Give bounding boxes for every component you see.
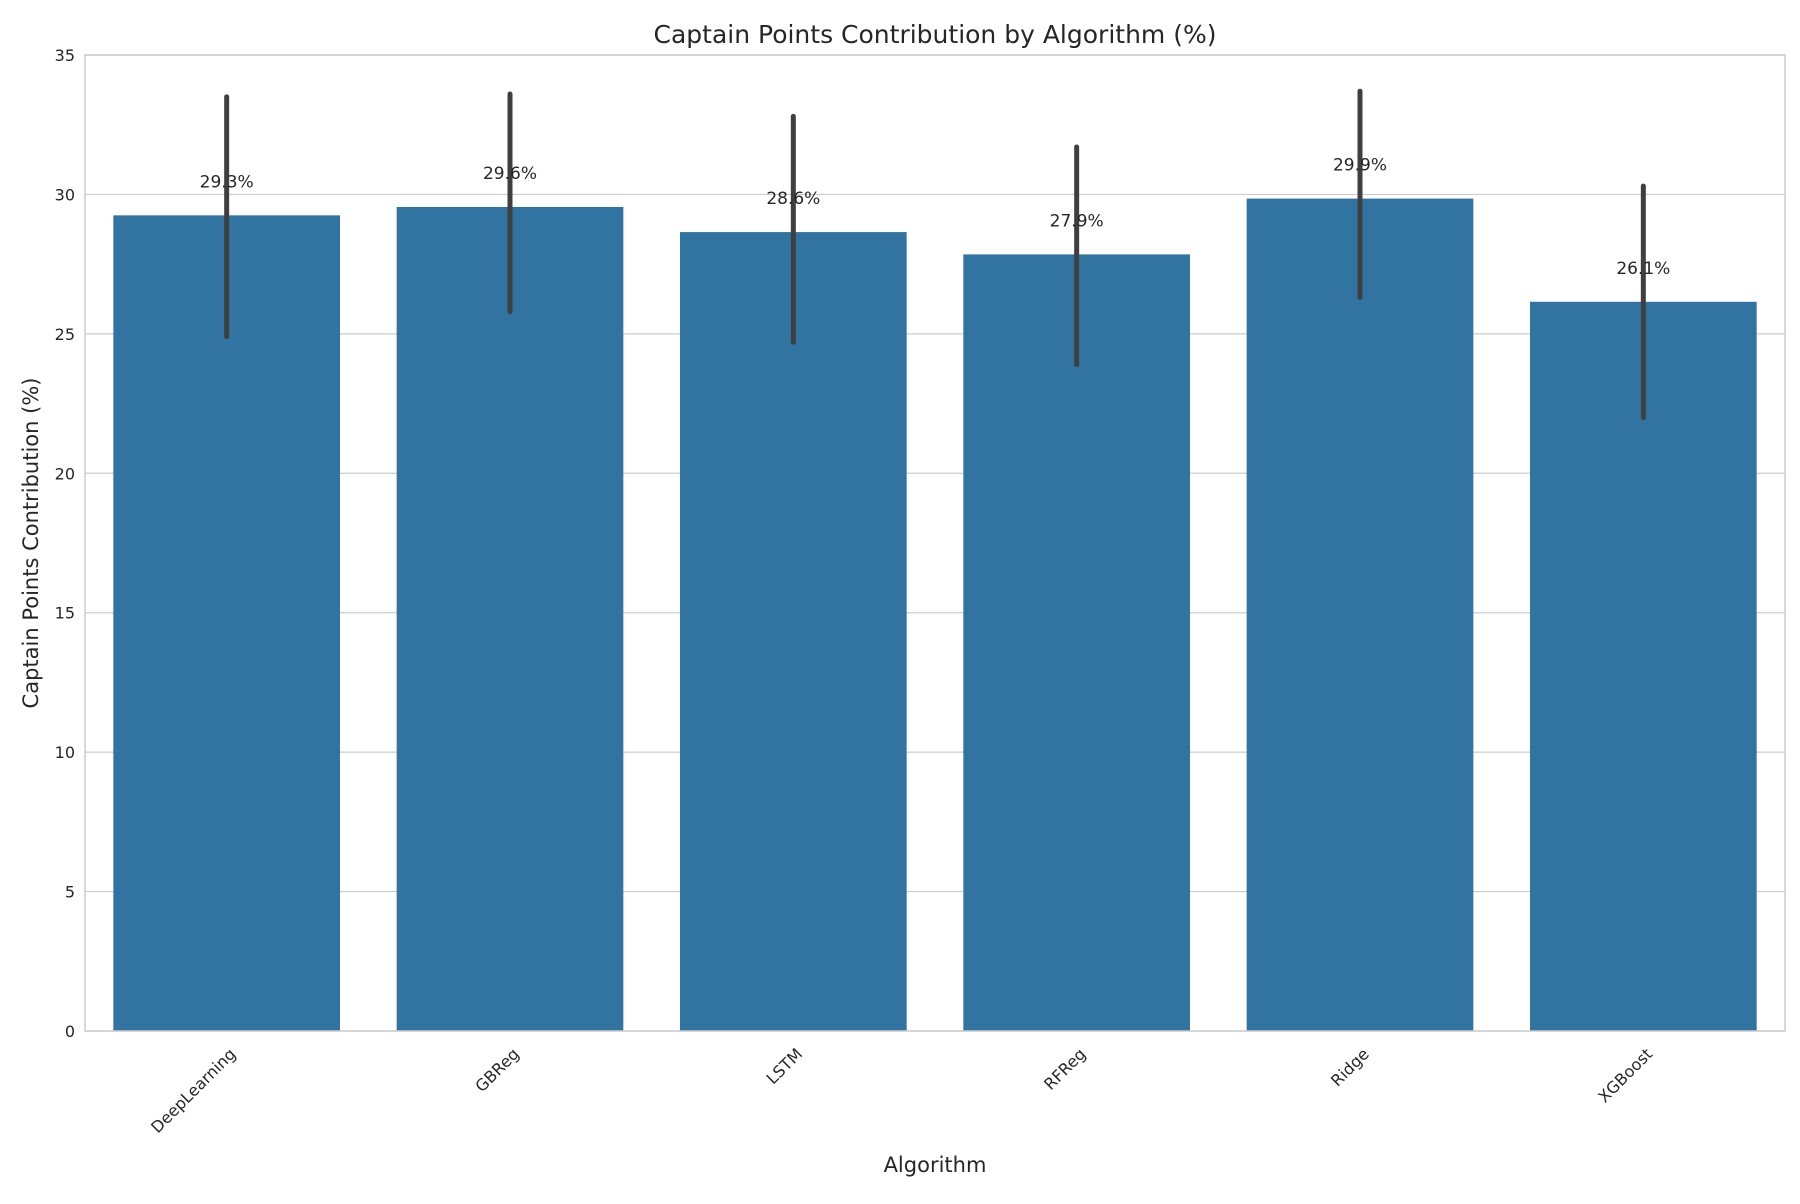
y-tick-label: 15 [55, 604, 75, 623]
x-tick-label: XGBoost [1594, 1044, 1656, 1106]
y-tick-labels: 0 5 10 15 20 25 30 35 [55, 46, 75, 1041]
error-bar-layer [224, 88, 1646, 421]
y-axis-label: Captain Points Contribution (%) [19, 378, 43, 709]
x-tick-label: GBReg [471, 1044, 522, 1095]
x-axis-label: Algorithm [884, 1153, 987, 1177]
grid-layer [85, 54, 1785, 1032]
data-label-gbreg: 29.6% [483, 164, 537, 184]
x-tick-label: LSTM [763, 1044, 807, 1088]
y-tick-label: 30 [55, 185, 75, 204]
x-tick-label: DeepLearning [147, 1044, 239, 1136]
bar-ridge [1246, 198, 1474, 1031]
data-label-lstm: 28.6% [766, 189, 820, 209]
data-label-layer: 29.3% 29.6% 28.6% 27.9% 29.9% 26.1% [200, 156, 1671, 279]
data-label-ridge: 29.9% [1333, 156, 1387, 176]
y-tick-label: 25 [55, 325, 75, 344]
bar-layer [113, 198, 1757, 1032]
data-label-rfreg: 27.9% [1050, 211, 1104, 231]
bar-gbreg [396, 206, 624, 1031]
y-tick-label: 35 [55, 46, 75, 65]
bar-lstm [680, 232, 907, 1031]
x-tick-labels: DeepLearning GBReg LSTM RFReg Ridge XGBoost [147, 1044, 1656, 1136]
y-tick-label: 5 [65, 883, 75, 902]
y-tick-label: 10 [55, 743, 75, 762]
y-tick-label: 0 [65, 1022, 75, 1041]
bar-rfreg [963, 254, 1190, 1031]
data-label-deeplearning: 29.3% [200, 172, 254, 192]
data-label-xgboost: 26.1% [1616, 259, 1670, 279]
bar-xgboost [1530, 301, 1757, 1031]
x-tick-label: Ridge [1327, 1044, 1373, 1090]
chart-title: Captain Points Contribution by Algorithm… [654, 20, 1217, 49]
x-tick-label: RFReg [1040, 1044, 1089, 1093]
y-tick-label: 20 [55, 464, 75, 483]
bar-deeplearning [113, 215, 340, 1032]
plot-frame [84, 54, 1786, 1032]
